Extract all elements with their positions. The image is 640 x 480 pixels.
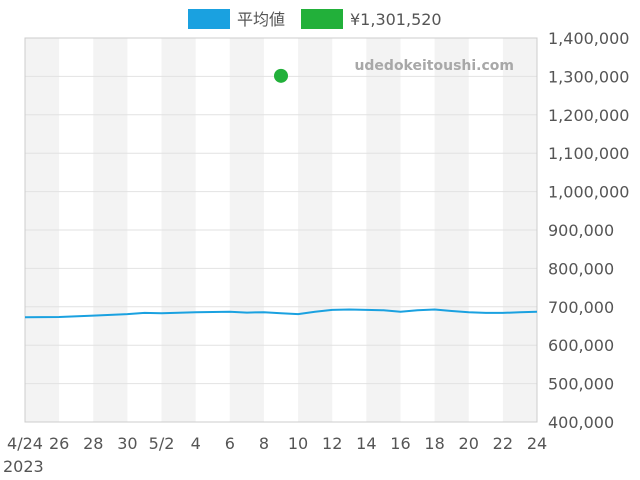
y-tick-label: 1,300,000 [548, 67, 629, 86]
x-tick-label: 12 [322, 434, 342, 453]
series-point-price [274, 68, 288, 83]
legend-label-average: 平均値 [237, 10, 285, 29]
x-tick-label: 18 [424, 434, 444, 453]
watermark: udedokeitoushi.com [354, 58, 514, 74]
legend-label-price: ¥1,301,520 [350, 10, 442, 29]
y-tick-label: 400,000 [548, 413, 614, 432]
x-axis: 4/24 26 28 30 5/2 4 6 8 10 12 14 16 18 20 22 24 [7, 434, 547, 453]
legend: 平均値 ¥1,301,520 [188, 9, 442, 29]
y-tick-label: 800,000 [548, 259, 614, 278]
x-tick-label: 16 [390, 434, 410, 453]
series-layer [24, 68, 538, 319]
x-tick-label: 4 [191, 434, 201, 453]
y-tick-label: 1,400,000 [548, 29, 629, 48]
series-line-average [24, 308, 538, 319]
y-tick-label: 600,000 [548, 336, 614, 355]
x-tick-label: 6 [225, 434, 235, 453]
x-tick-label: 5/2 [149, 434, 175, 453]
x-tick-label: 28 [83, 434, 103, 453]
y-tick-label: 1,000,000 [548, 183, 629, 202]
y-tick-label: 500,000 [548, 375, 614, 394]
x-tick-label: 22 [493, 434, 513, 453]
x-tick-label: 26 [49, 434, 69, 453]
y-tick-label: 1,200,000 [548, 106, 629, 125]
x-tick-label: 14 [356, 434, 376, 453]
y-axis: 400,000 500,000 600,000 700,000 800,000 900,0… [548, 29, 629, 432]
x-tick-label: 24 [527, 434, 547, 453]
plot-frame [24, 37, 538, 423]
y-tick-label: 900,000 [548, 221, 614, 240]
y-tick-label: 700,000 [548, 298, 614, 317]
legend-swatch-price [301, 9, 343, 29]
x-tick-label: 4/24 [7, 434, 43, 453]
x-axis-year-label: 2023 [3, 457, 44, 476]
legend-swatch-average [188, 9, 230, 29]
x-tick-label: 8 [259, 434, 269, 453]
x-tick-label: 20 [459, 434, 479, 453]
y-tick-label: 1,100,000 [548, 144, 629, 163]
x-tick-label: 10 [288, 434, 308, 453]
x-tick-label: 30 [117, 434, 137, 453]
